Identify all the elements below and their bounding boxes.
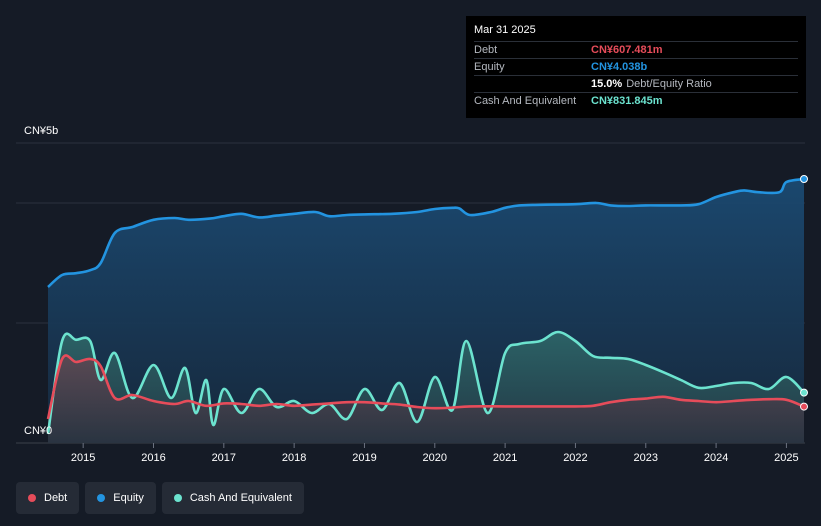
x-tick-label-2022: 2022: [563, 452, 587, 464]
tooltip-cash-value: CN¥831.845m: [591, 95, 663, 107]
equity-end-marker: [800, 175, 808, 183]
debt-area: [48, 355, 804, 443]
tooltip-cash-label: Cash And Equivalent: [474, 95, 577, 107]
tooltip-debt-label: Debt: [474, 44, 498, 56]
equity-dot-icon: [97, 494, 106, 502]
x-tick-label-2025: 2025: [774, 452, 798, 464]
equity-line: [47, 177, 805, 288]
legend-item-equity[interactable]: Equity: [85, 482, 156, 514]
tooltip-row-equity: Equity CN¥4.038b: [474, 59, 798, 76]
chart-legend: Debt Equity Cash And Equivalent: [16, 482, 304, 514]
x-tick-label-2024: 2024: [704, 452, 728, 464]
cash-line: [46, 330, 805, 435]
x-tick-label-2021: 2021: [493, 452, 517, 464]
y-axis-zero-label: CN¥0: [24, 425, 53, 437]
legend-debt-label: Debt: [44, 492, 68, 504]
cash-dot-icon: [173, 494, 182, 502]
chart-tooltip: Mar 31 2025 Debt CN¥607.481m Equity CN¥4…: [466, 16, 806, 118]
debt-line: [46, 354, 805, 420]
y-axis-top-label: CN¥5b: [24, 125, 59, 137]
x-tick-label-2023: 2023: [634, 452, 658, 464]
tooltip-row-cash: Cash And Equivalent CN¥831.845m: [474, 93, 798, 110]
legend-equity-label: Equity: [113, 492, 144, 504]
legend-cash-label: Cash And Equivalent: [189, 492, 292, 504]
x-tick-label-2016: 2016: [141, 452, 165, 464]
tooltip-date: Mar 31 2025: [474, 16, 798, 42]
tooltip-row-ratio: 15.0% Debt/Equity Ratio: [474, 76, 798, 93]
tooltip-ratio-label: [474, 76, 591, 92]
cash-end-marker: [800, 388, 808, 397]
tooltip-debt-value: CN¥607.481m: [591, 44, 663, 56]
tooltip-ratio-suffix: Debt/Equity Ratio: [626, 78, 712, 90]
debt-end-marker: [800, 402, 808, 411]
tooltip-ratio-value: 15.0%: [591, 78, 623, 90]
tooltip-equity-label: Equity: [474, 61, 505, 73]
legend-item-debt[interactable]: Debt: [16, 482, 80, 514]
x-tick-label-2017: 2017: [212, 452, 236, 464]
legend-item-cash[interactable]: Cash And Equivalent: [161, 482, 304, 514]
tooltip-row-debt: Debt CN¥607.481m: [474, 42, 798, 59]
tooltip-equity-value: CN¥4.038b: [591, 61, 648, 73]
x-tick-label-2019: 2019: [352, 452, 376, 464]
debt-dot-icon: [28, 494, 36, 502]
x-tick-label-2018: 2018: [282, 452, 306, 464]
x-tick-label-2020: 2020: [423, 452, 447, 464]
x-tick-label-2015: 2015: [71, 452, 95, 464]
